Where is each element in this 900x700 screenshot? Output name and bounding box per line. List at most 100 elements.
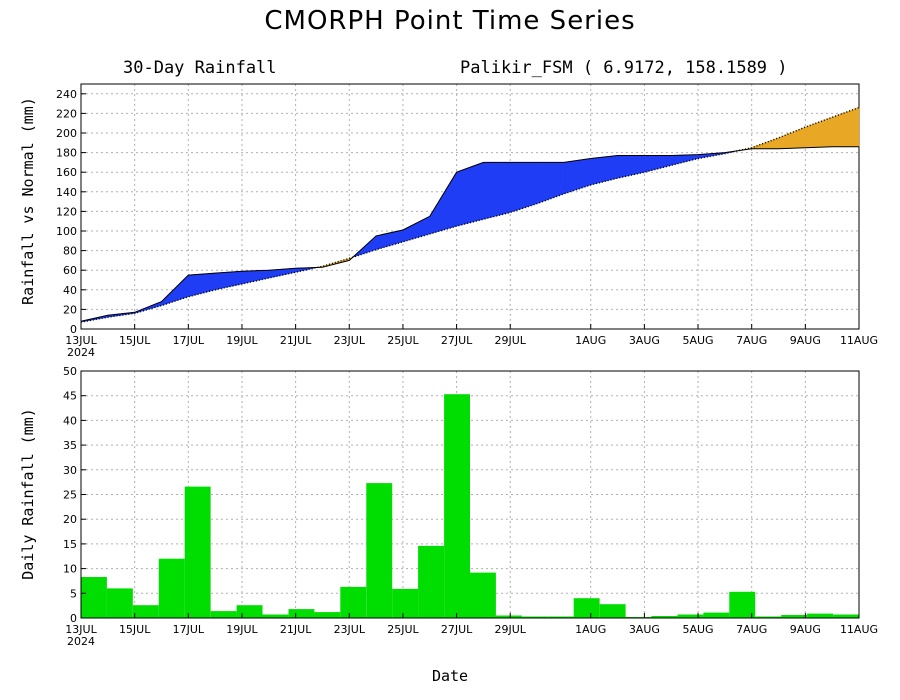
bottom-ytick-label: 15 (63, 538, 77, 551)
daily-rainfall-bar (677, 614, 704, 618)
daily-rainfall-bar (755, 616, 782, 618)
top-xtick-label: 17JUL (173, 334, 205, 347)
daily-rainfall-bar (262, 614, 289, 618)
top-ytick-label: 220 (56, 107, 77, 120)
top-y-axis-label: Rainfall vs Normal (mm) (19, 97, 37, 305)
top-xtick-label: 13JUL (65, 334, 97, 347)
above-normal-area (188, 272, 216, 298)
daily-rainfall-bar (651, 616, 678, 618)
daily-rainfall-bar (236, 605, 263, 618)
bottom-ytick-label: 25 (63, 489, 77, 502)
bottom-ytick-label: 5 (70, 587, 77, 600)
top-xtick-label: 27JUL (441, 334, 473, 347)
bottom-xtick-label: 19JUL (226, 623, 258, 636)
top-ytick-label: 160 (56, 166, 77, 179)
bottom-xtick-label: 11AUG (840, 623, 878, 636)
top-xtick-label: 1AUG (575, 334, 606, 347)
top-xtick-label: 15JUL (119, 334, 151, 347)
above-normal-area (644, 155, 672, 173)
top-ytick-label: 20 (63, 303, 77, 316)
bottom-y-axis-label: Daily Rainfall (mm) (19, 408, 37, 580)
bottom-ytick-label: 40 (63, 414, 77, 427)
daily-panel: 0 5 10 15 20 25 30 35 40 45 50 13JUL 15JUL 17JUL 19JU… (19, 365, 878, 648)
top-xtick-label: 29JUL (495, 334, 527, 347)
bottom-year-label: 2024 (67, 635, 95, 648)
above-normal-area (563, 158, 591, 195)
top-ytick-label: 100 (56, 225, 77, 238)
bottom-ytick-label: 50 (63, 365, 77, 378)
top-ytick-label: 200 (56, 127, 77, 140)
top-xtick-label: 11AUG (840, 334, 878, 347)
top-ytick-label: 0 (70, 323, 77, 336)
daily-rainfall-bar (833, 614, 859, 618)
bottom-xtick-label: 1AUG (575, 623, 606, 636)
daily-rainfall-bar (314, 612, 341, 618)
top-xtick-label: 9AUG (790, 334, 821, 347)
above-normal-area (402, 215, 431, 243)
daily-rainfall-bar (392, 588, 419, 618)
above-normal-area (429, 171, 457, 235)
daily-rainfall-bar (132, 605, 159, 618)
top-xtick-label: 3AUG (629, 334, 660, 347)
bottom-xtick-label: 15JUL (119, 623, 151, 636)
daily-rainfall-bar (158, 558, 185, 618)
top-xtick-label: 25JUL (387, 334, 419, 347)
top-ytick-label: 180 (56, 147, 77, 160)
chart-title: CMORPH Point Time Series (264, 6, 635, 36)
normal-cumulative-line (80, 106, 860, 323)
subtitle-left: 30-Day Rainfall (123, 58, 277, 78)
above-normal-area (214, 270, 243, 291)
bottom-ytick-label: 0 (70, 612, 77, 625)
daily-rainfall-bar (418, 545, 444, 618)
top-ytick-label: 140 (56, 186, 77, 199)
top-y-ticks: 0 20 40 60 80 100 120 140 160 180 200 220 240 (56, 88, 86, 336)
below-normal-area (778, 126, 806, 149)
bottom-xtick-label: 23JUL (334, 623, 366, 636)
top-ytick-label: 240 (56, 88, 77, 101)
top-xtick-label: 21JUL (280, 334, 312, 347)
daily-rainfall-bar (210, 611, 237, 618)
bottom-ytick-label: 35 (63, 439, 77, 452)
bottom-xtick-label: 17JUL (173, 623, 205, 636)
daily-rainfall-bar (781, 615, 808, 618)
bottom-ytick-label: 30 (63, 464, 77, 477)
bottom-gridlines (81, 370, 859, 618)
above-normal-area (590, 155, 618, 186)
daily-rainfall-bar (444, 394, 470, 618)
daily-rainfall-bar (807, 613, 833, 618)
daily-rainfall-bar (599, 604, 626, 618)
above-normal-area (536, 162, 565, 204)
top-plot-frame (80, 83, 860, 330)
daily-rainfall-bar (573, 598, 600, 618)
daily-rainfall-bar (184, 486, 211, 618)
bottom-xtick-label: 13JUL (65, 623, 97, 636)
daily-bars (81, 394, 859, 618)
top-x-ticks: 13JUL 15JUL 17JUL 19JUL 21JUL 23JUL 25JUL 27JUL… (65, 324, 878, 359)
top-xtick-label: 19JUL (226, 334, 258, 347)
top-ytick-label: 120 (56, 205, 77, 218)
top-ytick-label: 80 (63, 245, 77, 258)
bottom-ytick-label: 10 (63, 563, 77, 576)
top-xtick-label: 23JUL (334, 334, 366, 347)
bottom-x-ticks: 13JUL 15JUL 17JUL 19JUL 21JUL 23JUL 25JUL 27JUL… (65, 613, 878, 648)
below-normal-area (751, 137, 779, 149)
daily-rainfall-bar (703, 612, 730, 618)
top-gridlines (81, 84, 859, 329)
daily-rainfall-bar (495, 615, 522, 618)
daily-rainfall-bar (521, 616, 548, 618)
bottom-xtick-label: 9AUG (790, 623, 821, 636)
top-ytick-label: 60 (63, 264, 77, 277)
observed-cumulative-line (80, 146, 859, 322)
daily-rainfall-bar (340, 586, 367, 618)
x-axis-label: Date (432, 667, 468, 685)
daily-rainfall-bar (470, 572, 496, 618)
top-xtick-label: 7AUG (736, 334, 767, 347)
bottom-ytick-label: 45 (63, 390, 77, 403)
bottom-xtick-label: 27JUL (441, 623, 473, 636)
subtitle-right: Palikir_FSM ( 6.9172, 158.1589 ) (460, 58, 788, 78)
daily-rainfall-bar (547, 616, 574, 618)
above-normal-area (456, 162, 484, 227)
daily-rainfall-bar (81, 577, 107, 618)
